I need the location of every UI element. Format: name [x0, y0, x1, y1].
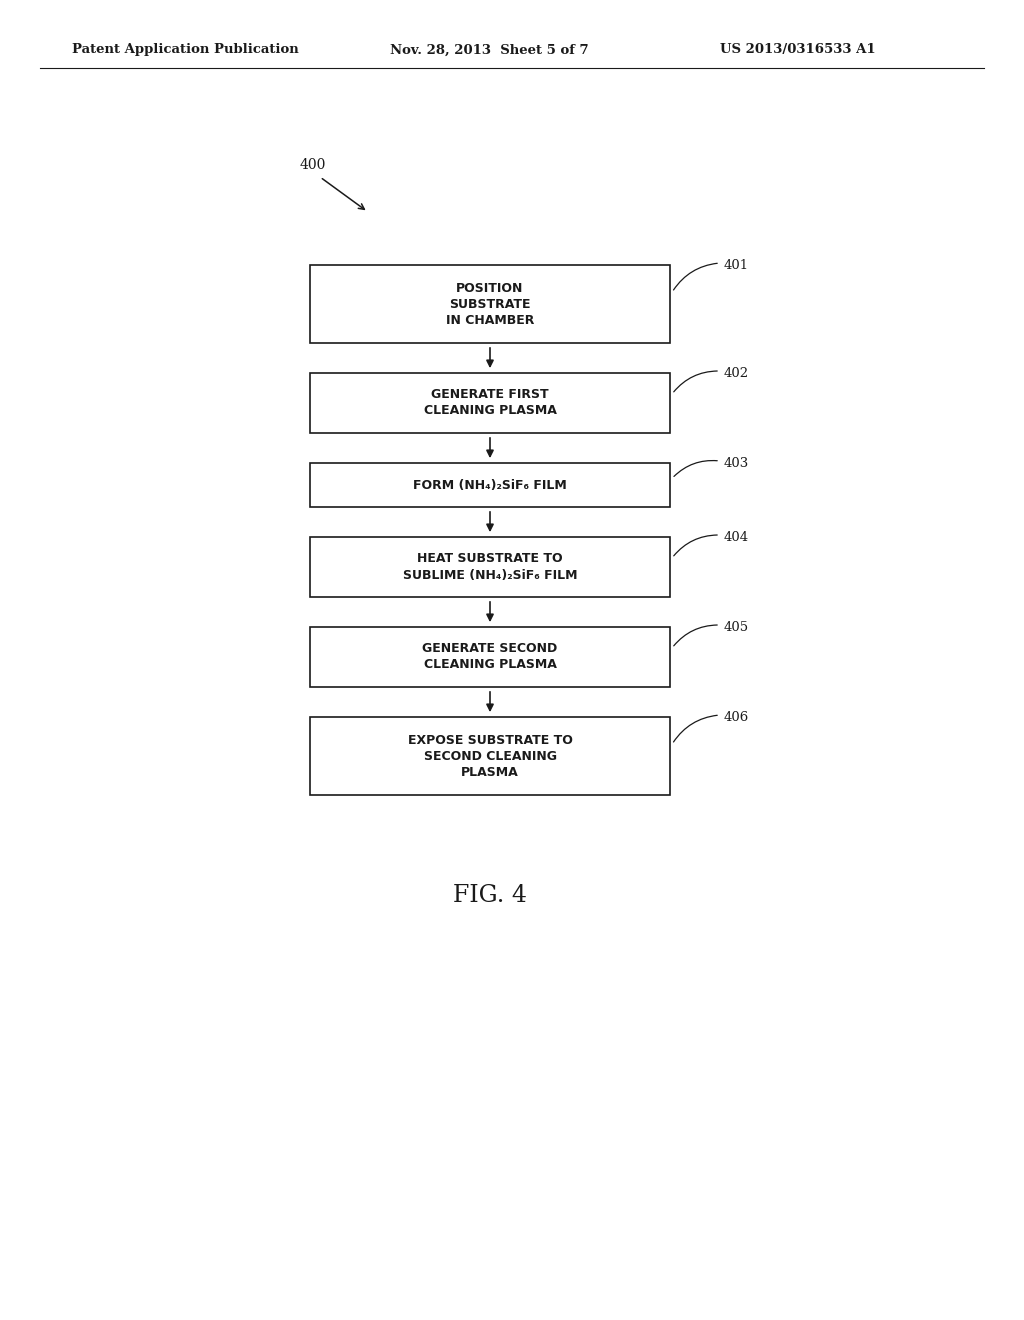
Text: Patent Application Publication: Patent Application Publication	[72, 44, 299, 57]
Text: 406: 406	[724, 711, 750, 723]
Bar	[310, 627, 670, 686]
Text: Nov. 28, 2013  Sheet 5 of 7: Nov. 28, 2013 Sheet 5 of 7	[390, 44, 589, 57]
Bar	[310, 463, 670, 507]
Text: HEAT SUBSTRATE TO
SUBLIME (NH₄)₂SiF₆ FILM: HEAT SUBSTRATE TO SUBLIME (NH₄)₂SiF₆ FIL…	[402, 553, 578, 582]
Text: GENERATE SECOND
CLEANING PLASMA: GENERATE SECOND CLEANING PLASMA	[422, 643, 558, 672]
Text: FORM (NH₄)₂SiF₆ FILM: FORM (NH₄)₂SiF₆ FILM	[413, 479, 567, 491]
Text: 401: 401	[724, 259, 750, 272]
Text: EXPOSE SUBSTRATE TO
SECOND CLEANING
PLASMA: EXPOSE SUBSTRATE TO SECOND CLEANING PLAS…	[408, 734, 572, 779]
Text: 405: 405	[724, 620, 750, 634]
Bar	[310, 717, 670, 795]
Text: 403: 403	[724, 457, 750, 470]
Text: POSITION
SUBSTRATE
IN CHAMBER: POSITION SUBSTRATE IN CHAMBER	[445, 281, 535, 326]
Bar	[310, 374, 670, 433]
Text: GENERATE FIRST
CLEANING PLASMA: GENERATE FIRST CLEANING PLASMA	[424, 388, 556, 417]
Text: 400: 400	[300, 158, 327, 172]
Text: 402: 402	[724, 367, 750, 380]
Text: FIG. 4: FIG. 4	[453, 883, 527, 907]
Text: US 2013/0316533 A1: US 2013/0316533 A1	[720, 44, 876, 57]
Text: 404: 404	[724, 531, 750, 544]
Bar	[310, 537, 670, 597]
Bar	[310, 265, 670, 343]
